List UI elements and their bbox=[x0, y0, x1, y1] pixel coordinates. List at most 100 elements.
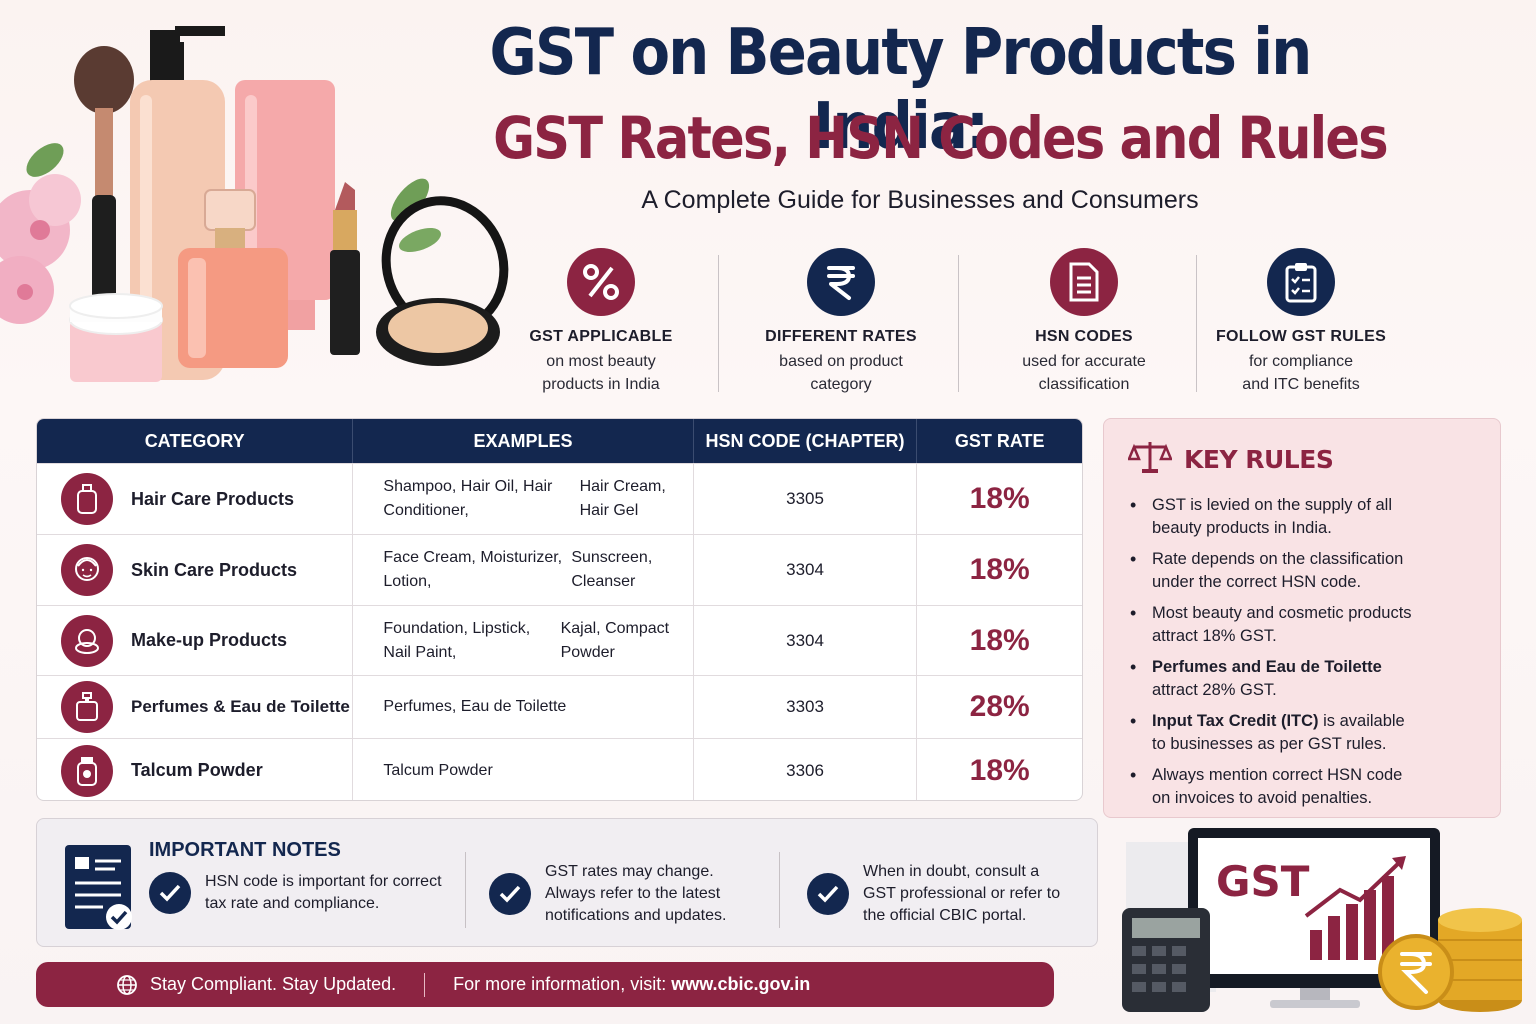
footer-tagline: Stay Compliant. Stay Updated. bbox=[150, 974, 397, 994]
check-circle-icon bbox=[807, 873, 849, 915]
feature-divider bbox=[718, 255, 719, 392]
feature-desc: used for accurate classification bbox=[1022, 353, 1146, 393]
table-row: Hair Care Products Shampoo, Hair Oil, Ha… bbox=[37, 463, 1082, 534]
table-row: Talcum Powder Talcum Powder 3306 18% bbox=[37, 738, 1082, 800]
note-divider bbox=[779, 852, 780, 928]
category-name: Skin Care Products bbox=[131, 559, 298, 580]
footer-bar: Stay Compliant. Stay Updated. For more i… bbox=[36, 962, 1054, 1007]
list-item: GST is levied on the supply of allbeauty… bbox=[1128, 494, 1476, 540]
coins-icon bbox=[1378, 908, 1522, 1012]
footer-divider bbox=[424, 972, 426, 997]
hsn-cell: 3303 bbox=[694, 676, 918, 738]
cosmetics-illustration bbox=[0, 26, 509, 382]
note-divider bbox=[465, 852, 466, 928]
category-cell: Talcum Powder bbox=[37, 739, 354, 800]
note-text: When in doubt, consult a GST professional… bbox=[863, 863, 1061, 924]
key-rules-list: GST is levied on the supply of allbeauty… bbox=[1128, 494, 1476, 810]
rate-cell: 18% bbox=[969, 753, 1030, 787]
rate-cell: 18% bbox=[969, 482, 1030, 515]
invoice-icon bbox=[63, 843, 135, 940]
column-header: CATEGORY bbox=[37, 419, 354, 463]
column-header: HSN CODE (CHAPTER) bbox=[694, 419, 918, 463]
category-name: Make-up Products bbox=[131, 630, 288, 650]
feature-divider bbox=[1196, 255, 1197, 392]
perfume-bottle bbox=[178, 189, 288, 368]
category-cell: Hair Care Products bbox=[37, 464, 354, 534]
hsn-cell: 3304 bbox=[694, 535, 918, 605]
check-circle-icon bbox=[489, 873, 531, 915]
scales-icon bbox=[1127, 439, 1173, 480]
column-header: EXAMPLES bbox=[353, 419, 694, 463]
compact-powder bbox=[376, 196, 509, 366]
category-cell: Skin Care Products bbox=[37, 535, 354, 605]
feature-title: GST APPLICABLE bbox=[529, 328, 673, 345]
category-name: Hair Care Products bbox=[131, 488, 295, 509]
category-cell: Perfumes & Eau de Toilette bbox=[37, 676, 354, 738]
note-item: When in doubt, consult a GST professional… bbox=[807, 861, 1060, 927]
category-cell: Make-up Products bbox=[37, 606, 354, 675]
clipboard-check-icon bbox=[1267, 248, 1335, 316]
feature-gst-applicable: GST APPLICABLE on most beauty products in… bbox=[496, 248, 706, 396]
gst-rates-table: CATEGORY EXAMPLES HSN CODE (CHAPTER) GST… bbox=[36, 418, 1083, 801]
feature-desc: for compliance and ITC benefits bbox=[1242, 353, 1360, 393]
key-rules-title: KEY RULES bbox=[1184, 445, 1334, 474]
notes-title: IMPORTANT NOTES bbox=[149, 839, 341, 861]
note-text: GST rates may change. Always refer to the… bbox=[545, 863, 727, 924]
feature-hsn-codes: HSN CODES used for accurate classificatio… bbox=[979, 248, 1189, 396]
globe-icon bbox=[116, 974, 138, 996]
perfume-icon bbox=[61, 681, 113, 733]
gst-monitor-illustration: GST bbox=[1122, 828, 1522, 1012]
category-name: Talcum Powder bbox=[131, 760, 263, 780]
face-icon bbox=[61, 544, 113, 596]
footer-tagline-group: Stay Compliant. Stay Updated. bbox=[116, 974, 396, 996]
cbic-link[interactable]: www.cbic.gov.in bbox=[671, 974, 811, 994]
page-subtitle: A Complete Guide for Businesses and Cons… bbox=[641, 186, 1199, 214]
document-icon bbox=[1050, 248, 1118, 316]
feature-title: FOLLOW GST RULES bbox=[1215, 328, 1387, 345]
feature-desc: on most beauty products in India bbox=[542, 353, 660, 393]
feature-title: DIFFERENT RATES bbox=[765, 328, 917, 345]
rate-cell: 18% bbox=[969, 623, 1030, 657]
note-item: HSN code is important for correct tax rat… bbox=[149, 871, 442, 915]
table-row: Make-up Products Foundation, Lipstick, N… bbox=[37, 605, 1082, 675]
feature-follow-rules: FOLLOW GST RULES for compliance and ITC b… bbox=[1196, 248, 1406, 396]
examples-cell: Perfumes, Eau de Toilette bbox=[353, 676, 694, 738]
page-title-secondary: GST Rates, HSN Codes and Rules bbox=[493, 104, 1388, 172]
monitor-text: GST bbox=[1216, 857, 1310, 906]
hsn-cell: 3306 bbox=[694, 739, 918, 800]
flower-decoration bbox=[0, 143, 441, 324]
rupee-icon bbox=[807, 248, 875, 316]
list-item: Most beauty and cosmetic productsattract… bbox=[1128, 602, 1476, 648]
growth-chart-icon bbox=[1304, 856, 1406, 960]
feature-title: HSN CODES bbox=[1035, 328, 1133, 345]
check-circle-icon bbox=[149, 872, 191, 914]
hsn-cell: 3305 bbox=[694, 464, 918, 534]
key-rules-header: KEY RULES bbox=[1127, 439, 1476, 480]
column-header: GST RATE bbox=[954, 430, 1045, 451]
category-name: Perfumes & Eau de Toilette bbox=[131, 697, 350, 716]
cream-jar bbox=[69, 293, 163, 382]
hsn-cell: 3304 bbox=[694, 606, 918, 675]
feature-different-rates: DIFFERENT RATES based on product category bbox=[736, 248, 946, 396]
table-header: CATEGORY EXAMPLES HSN CODE (CHAPTER) GST… bbox=[37, 419, 1082, 463]
table-row: Skin Care Products Face Cream, Moisturiz… bbox=[37, 534, 1082, 605]
important-notes-panel: IMPORTANT NOTES HSN code is important fo… bbox=[36, 818, 1098, 947]
examples-cell: Face Cream, Moisturizer, Lotion, Sunscree… bbox=[353, 535, 694, 605]
page-title: GST on Beauty Products in India: bbox=[489, 16, 1313, 164]
table-row: Perfumes & Eau de Toilette Perfumes, Eau… bbox=[37, 675, 1082, 738]
rate-cell: 28% bbox=[969, 690, 1030, 723]
rate-cell: 18% bbox=[969, 553, 1030, 586]
list-item: Rate depends on the classificationunder … bbox=[1128, 548, 1476, 594]
calculator-icon bbox=[1122, 908, 1210, 1012]
feature-desc: based on product category bbox=[779, 353, 903, 393]
examples-cell: Foundation, Lipstick, Nail Paint, Kajal, … bbox=[353, 606, 694, 675]
note-text: HSN code is important for correct tax rat… bbox=[205, 873, 442, 912]
examples-cell: Talcum Powder bbox=[353, 739, 694, 800]
feature-divider bbox=[958, 255, 959, 392]
powder-jar-icon bbox=[61, 744, 113, 797]
note-item: GST rates may change. Always refer to the… bbox=[489, 861, 726, 927]
examples-cell: Shampoo, Hair Oil, Hair Conditioner, Hair… bbox=[353, 464, 694, 534]
